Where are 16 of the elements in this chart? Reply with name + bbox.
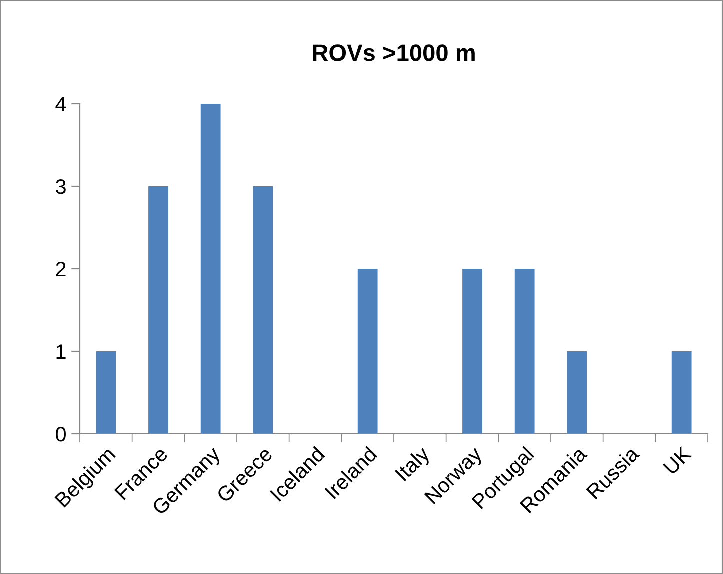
bar — [462, 269, 482, 434]
bar — [96, 352, 116, 434]
bar — [514, 269, 535, 434]
bar — [253, 186, 274, 434]
bar — [567, 352, 588, 434]
bar — [672, 352, 692, 434]
y-tick-label: 2 — [56, 262, 66, 277]
y-tick-label: 3 — [56, 180, 66, 194]
y-tick-label: 0 — [56, 427, 66, 442]
bar — [358, 269, 378, 434]
y-tick-label: 4 — [56, 97, 66, 112]
bar — [200, 104, 221, 434]
bar — [148, 186, 168, 434]
chart-title: ROVs >1000 m — [313, 44, 475, 62]
y-tick-label: 1 — [56, 344, 66, 360]
x-tick-label: UK — [663, 446, 692, 476]
